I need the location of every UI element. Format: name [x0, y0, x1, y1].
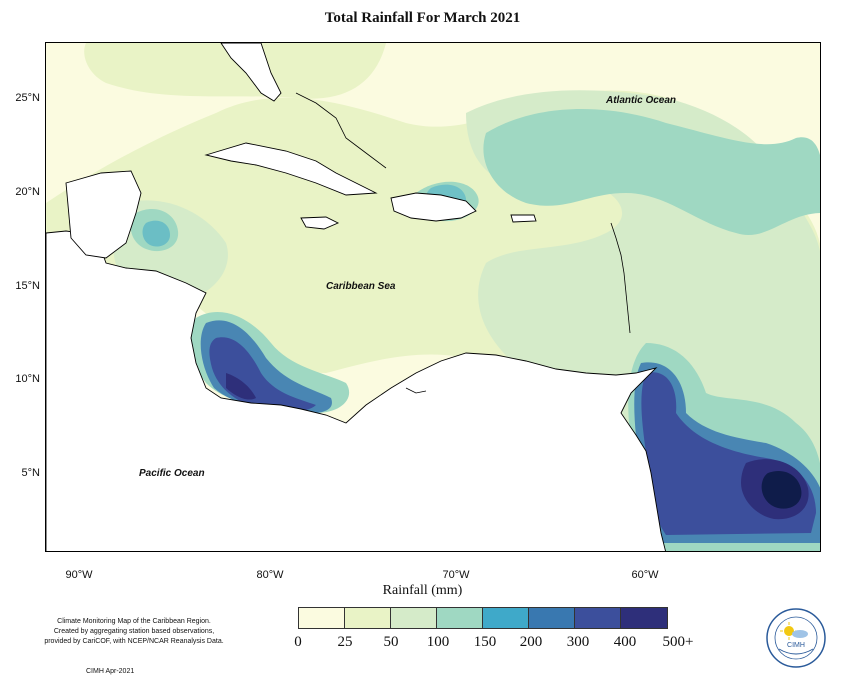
- sun-cloud-logo-icon: CIMH: [766, 608, 826, 668]
- legend-swatch: [483, 608, 529, 628]
- map-canvas: [46, 43, 820, 551]
- credits-line: Climate Monitoring Map of the Caribbean …: [57, 618, 211, 625]
- legend-colorbar: [298, 607, 668, 629]
- logo-text: CIMH: [787, 642, 805, 649]
- legend-swatch: [391, 608, 437, 628]
- lon-tick-80w: 80°W: [256, 569, 284, 581]
- legend-break-label: 50: [383, 634, 399, 650]
- legend-break-label: 200: [519, 634, 543, 650]
- lon-tick-60w: 60°W: [631, 569, 659, 581]
- legend-break-label: 0: [294, 634, 302, 650]
- land-masses: [46, 43, 666, 551]
- lon-tick-70w: 70°W: [442, 569, 470, 581]
- rainfall-band-300-400: [226, 373, 256, 400]
- rainfall-axis-label: Rainfall (mm): [382, 583, 463, 598]
- legend-break-label: 400: [613, 634, 637, 650]
- credits-line: Created by aggregating station based obs…: [53, 628, 215, 635]
- legend-break-label: 500+: [662, 634, 694, 650]
- legend-break-label: 100: [426, 634, 450, 650]
- land-central-america: [46, 230, 666, 551]
- pacific-ocean-label: Pacific Ocean: [139, 468, 205, 479]
- legend-swatch: [529, 608, 575, 628]
- rainfall-band-500-plus: [761, 470, 802, 509]
- map-credits: Climate Monitoring Map of the Caribbean …: [14, 617, 254, 647]
- land-florida: [220, 43, 282, 102]
- rainfall-map: Atlantic Ocean Caribbean Sea Pacific Oce…: [45, 42, 821, 552]
- lat-tick-15n: 15°N: [15, 280, 40, 292]
- legend-swatch: [437, 608, 483, 628]
- lat-tick-25n: 25°N: [15, 92, 40, 104]
- lat-tick-5n: 5°N: [21, 467, 40, 479]
- legend-swatch: [345, 608, 391, 628]
- land-puerto-rico: [510, 214, 537, 223]
- rainfall-band-150-200-honduras: [142, 220, 170, 247]
- legend-swatch: [299, 608, 345, 628]
- rainfall-band-100-150-atlantic: [483, 109, 820, 235]
- land-cuba: [204, 142, 378, 196]
- credits-line: provided by CariCOF, with NCEP/NCAR Rean…: [44, 638, 224, 645]
- land-hispaniola: [390, 192, 477, 222]
- rainfall-band-25-50-north: [84, 43, 387, 99]
- caribbean-sea-label: Caribbean Sea: [326, 281, 396, 292]
- atlantic-ocean-label: Atlantic Ocean: [606, 95, 677, 106]
- lon-tick-90w: 90°W: [65, 569, 93, 581]
- land-jamaica: [300, 216, 340, 230]
- lesser-antilles: [295, 92, 631, 394]
- lat-tick-20n: 20°N: [15, 186, 40, 198]
- legend-swatch: [621, 608, 667, 628]
- legend-break-label: 25: [337, 634, 353, 650]
- issue-stamp: CIMH Apr-2021: [86, 668, 135, 675]
- legend-swatch: [575, 608, 621, 628]
- map-title: Total Rainfall For March 2021: [324, 10, 521, 26]
- legend-break-label: 300: [566, 634, 590, 650]
- legend-break-label: 150: [473, 634, 497, 650]
- land-yucatan: [65, 170, 142, 259]
- lat-tick-10n: 10°N: [15, 373, 40, 385]
- cimh-logo: CIMH: [765, 607, 827, 669]
